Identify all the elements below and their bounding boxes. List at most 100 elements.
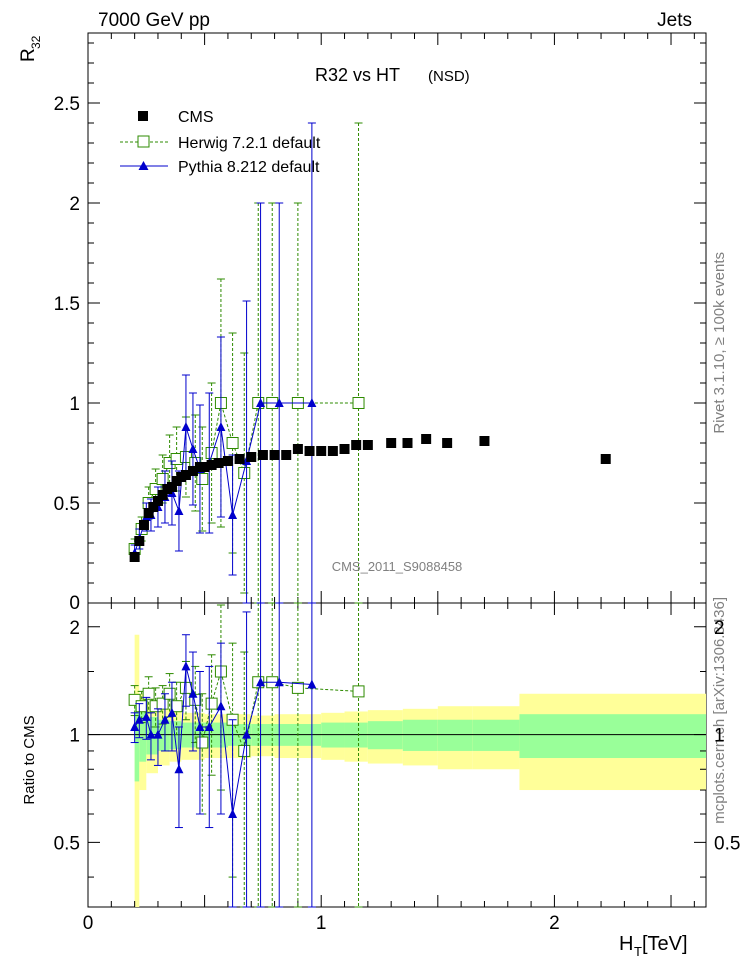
pythia-point bbox=[141, 711, 151, 721]
pythia-point bbox=[188, 688, 198, 698]
main-ylabel-base: R bbox=[18, 48, 39, 62]
cms-point bbox=[362, 440, 373, 450]
legend-cms-label: CMS bbox=[178, 109, 214, 126]
herwig-point bbox=[142, 687, 155, 700]
cms-point bbox=[421, 434, 432, 444]
herwig-point bbox=[196, 736, 209, 749]
main-ytick-label-zero: 0 bbox=[69, 593, 80, 614]
ratio-band-inner bbox=[519, 714, 706, 759]
cms-point bbox=[234, 454, 245, 464]
ratio-ylabel: Ratio to CMS bbox=[21, 715, 38, 804]
cms-point bbox=[166, 482, 177, 492]
cms-point bbox=[152, 496, 163, 506]
cms-point bbox=[479, 436, 490, 446]
cms-point bbox=[213, 458, 224, 468]
plot-subtitle: (NSD) bbox=[428, 68, 470, 85]
pythia-point bbox=[181, 422, 191, 431]
xtick-label: 1 bbox=[316, 913, 327, 934]
main-ytick-label: 2 bbox=[69, 194, 80, 215]
pythia-point bbox=[160, 714, 170, 724]
herwig-point bbox=[291, 681, 304, 694]
cms-point bbox=[180, 470, 191, 480]
legend-cms-marker bbox=[138, 111, 148, 121]
pythia-point bbox=[256, 677, 266, 687]
plot-title: R32 vs HT bbox=[315, 65, 400, 85]
cms-point bbox=[269, 450, 280, 460]
herwig-point bbox=[205, 447, 218, 459]
ratio-ytick-label-right: 1 bbox=[714, 726, 725, 747]
header-left: 7000 GeV pp bbox=[98, 10, 210, 31]
cms-point bbox=[339, 444, 350, 454]
cms-point bbox=[402, 438, 413, 448]
ratio-ytick-label: 0.5 bbox=[54, 833, 80, 854]
pythia-point bbox=[216, 422, 226, 431]
main-series-layer bbox=[128, 122, 611, 604]
pythia-point bbox=[228, 809, 238, 819]
main-ylabel-sub: 32 bbox=[29, 35, 43, 49]
xtick-label: 2 bbox=[549, 913, 560, 934]
ratio-band-inner bbox=[472, 719, 520, 751]
legend-pythia-label: Pythia 8.212 default bbox=[178, 159, 320, 176]
pythia-point bbox=[153, 729, 163, 739]
rivet-label: Rivet 3.1.10, ≥ 100k events bbox=[711, 252, 728, 434]
xlabel-base: H bbox=[619, 933, 633, 955]
pythia-point bbox=[274, 677, 284, 687]
main-axes: 0.5 1 1.5 2 2.5 0 bbox=[54, 33, 706, 614]
legend-pythia-marker bbox=[138, 161, 149, 170]
pythia-point bbox=[130, 721, 140, 731]
ratio-band-inner bbox=[157, 719, 170, 751]
pythia-point bbox=[188, 444, 198, 453]
mcplots-label: mcplots.cern.ch [arXiv:1306.3436] bbox=[711, 597, 728, 824]
cms-point bbox=[442, 438, 453, 448]
header-right: Jets bbox=[657, 10, 692, 31]
xtick-label: 0 bbox=[83, 913, 94, 934]
xlabel-sub: T bbox=[634, 944, 642, 959]
cms-point bbox=[316, 446, 327, 456]
cms-point bbox=[304, 446, 315, 456]
herwig-point bbox=[352, 397, 365, 409]
cms-point bbox=[281, 450, 292, 460]
cms-point bbox=[187, 466, 198, 476]
ratio-ytick-label-right: 0.5 bbox=[714, 833, 740, 854]
ratio-ytick-label: 2 bbox=[69, 618, 80, 639]
ratio-band-inner bbox=[367, 721, 403, 750]
herwig-point bbox=[156, 697, 169, 710]
legend: CMS Herwig 7.2.1 default Pythia 8.212 de… bbox=[120, 109, 321, 176]
pythia-point bbox=[181, 661, 191, 671]
pythia-point bbox=[204, 721, 214, 731]
cms-point bbox=[157, 490, 168, 500]
cms-point bbox=[206, 460, 217, 470]
cms-point bbox=[257, 450, 268, 460]
cms-point bbox=[143, 508, 154, 518]
main-ylabel: R 32 bbox=[18, 35, 43, 62]
main-ytick-label: 0.5 bbox=[54, 494, 80, 515]
pythia-point bbox=[228, 510, 238, 519]
pythia-point bbox=[256, 398, 266, 407]
pythia-point bbox=[242, 729, 252, 739]
ratio-band-inner bbox=[169, 721, 182, 750]
pythia-point bbox=[274, 398, 284, 407]
legend-herwig-label: Herwig 7.2.1 default bbox=[178, 135, 321, 152]
herwig-point bbox=[149, 483, 162, 495]
cms-point bbox=[129, 552, 140, 562]
ratio-band-inner bbox=[139, 711, 147, 762]
herwig-point bbox=[128, 693, 141, 706]
herwig-point bbox=[352, 685, 365, 698]
cms-point bbox=[222, 456, 233, 466]
herwig-point bbox=[238, 467, 251, 479]
herwig-point bbox=[196, 473, 209, 485]
pythia-point bbox=[174, 764, 184, 774]
cms-point bbox=[386, 438, 397, 448]
pythia-point bbox=[167, 707, 177, 717]
legend-herwig-marker bbox=[137, 135, 150, 148]
cms-point bbox=[148, 502, 159, 512]
ratio-ytick-label: 1 bbox=[69, 726, 80, 747]
main-ytick-label: 2.5 bbox=[54, 94, 80, 115]
pythia-point bbox=[174, 506, 184, 515]
ratio-band-inner bbox=[134, 698, 140, 782]
ratio-series-layer bbox=[128, 602, 365, 908]
pythia-point bbox=[146, 729, 156, 739]
cms-point bbox=[138, 520, 149, 530]
cms-point bbox=[199, 462, 210, 472]
